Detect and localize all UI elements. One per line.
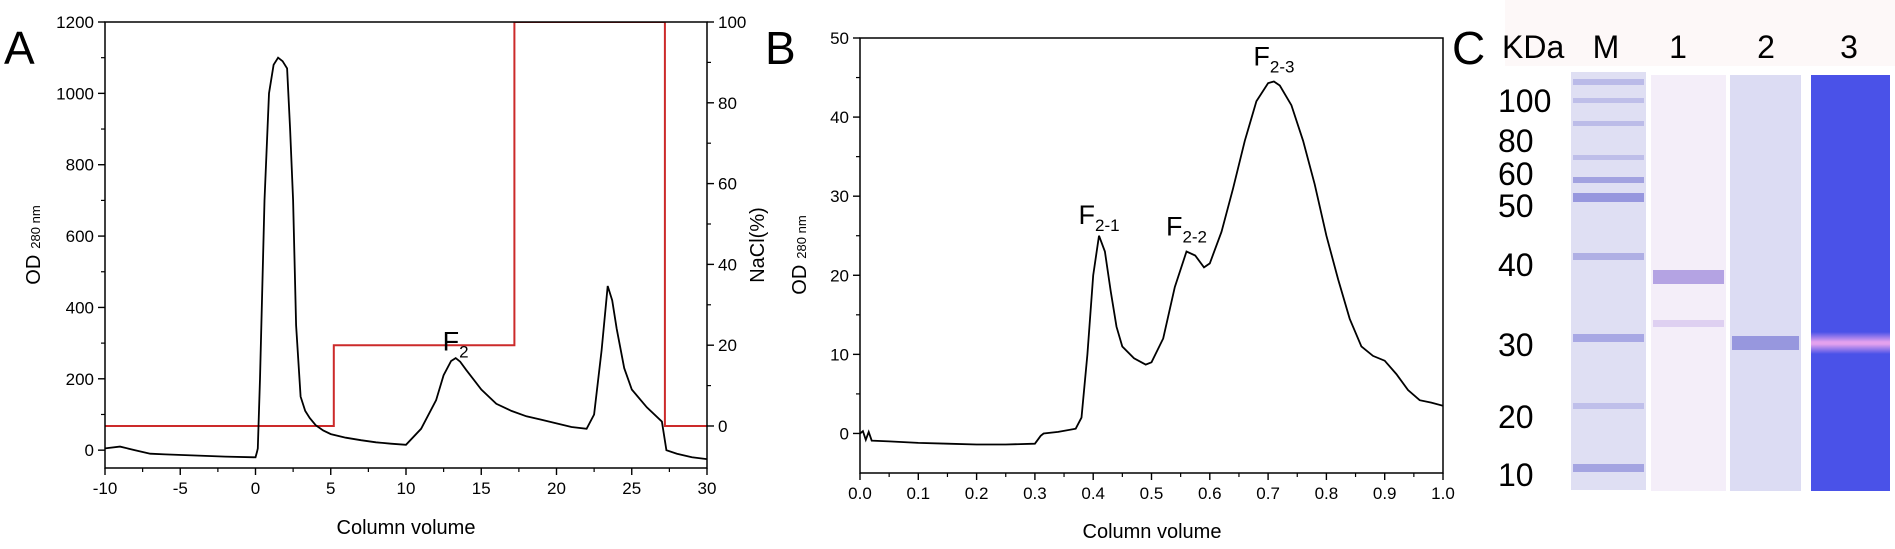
y-tick-label: 30 <box>830 187 849 206</box>
x-tick-label: 0.1 <box>906 484 930 503</box>
y-tick-label: 40 <box>830 108 849 127</box>
x-tick-label: 30 <box>698 479 717 498</box>
marker-label-60: 60 <box>1498 156 1534 192</box>
marker-label-50: 50 <box>1498 188 1534 224</box>
y-tick-label: 800 <box>66 156 94 175</box>
panel-b-x-ticks: 0.0 0.1 0.2 0.3 0.4 0.5 0.6 0.7 0.8 0.9 1.0 <box>848 473 1455 503</box>
y2-tick-label: 20 <box>718 336 737 355</box>
x-tick-label: 0.7 <box>1256 484 1280 503</box>
panel-b-x-axis-title: Column volume <box>1083 521 1222 543</box>
x-tick-label: 0.3 <box>1023 484 1047 503</box>
y-tick-label: 0 <box>85 441 94 460</box>
peak-label: F2-1 <box>1078 200 1119 235</box>
kda-unit-label: KDa <box>1502 29 1564 65</box>
marker-label-100: 100 <box>1498 83 1551 119</box>
x-tick-label: -10 <box>93 479 118 498</box>
lane-label-3: 3 <box>1840 29 1858 65</box>
x-tick-label: 5 <box>326 479 335 498</box>
marker-band-30 <box>1573 334 1644 342</box>
x-tick-label: 0.9 <box>1373 484 1397 503</box>
y2-tick-label: 40 <box>718 255 737 274</box>
y2-tick-label: 0 <box>718 417 727 436</box>
marker-band-40 <box>1573 253 1644 260</box>
x-tick-label: 15 <box>472 479 491 498</box>
y-tick-label: 400 <box>66 298 94 317</box>
y2-tick-label: 100 <box>718 13 746 32</box>
gel-lane-2 <box>1730 75 1801 491</box>
panel-a-x-axis-title: Column volume <box>337 517 476 539</box>
y-tick-label: 1200 <box>56 13 94 32</box>
lane-3-activity-band <box>1811 332 1890 354</box>
gel-lane-3 <box>1811 75 1890 491</box>
x-tick-label: 0.4 <box>1081 484 1105 503</box>
panel-a-y2-axis-title: NaCl(%) <box>747 207 769 283</box>
panel-b: B 0.0 0.1 0.2 0.3 0.4 0.5 0.6 0.7 0.8 0.9 1.0 0 10 2… <box>765 22 1455 543</box>
panel-b-annotations: F2-1 F2-2 F2-3 <box>1078 42 1294 247</box>
lane-1-band <box>1653 270 1724 284</box>
panel-b-y-ticks: 0 10 20 30 40 50 <box>830 29 860 443</box>
gel-lane-m <box>1571 72 1646 490</box>
lane-label-2: 2 <box>1757 29 1775 65</box>
y-tick-label: 20 <box>830 266 849 285</box>
gel-lane-1 <box>1651 75 1726 491</box>
x-tick-label: 1.0 <box>1431 484 1455 503</box>
lane-2-band <box>1732 336 1799 350</box>
marker-band-20 <box>1573 403 1644 409</box>
panel-a-plot-frame <box>104 21 708 469</box>
marker-label-80: 80 <box>1498 123 1534 159</box>
x-tick-label: 0.5 <box>1140 484 1164 503</box>
panel-c: C KDa M 1 2 3 100 80 60 50 40 30 20 10 <box>1452 0 1895 544</box>
marker-band <box>1573 177 1644 183</box>
y-tick-label: 600 <box>66 227 94 246</box>
panel-c-label: C <box>1452 22 1485 74</box>
lane-label-1: 1 <box>1669 29 1687 65</box>
x-tick-label: 0.0 <box>848 484 872 503</box>
marker-label-30: 30 <box>1498 327 1534 363</box>
panel-a-absorbance-line <box>105 56 707 460</box>
lane-label-m: M <box>1593 29 1620 65</box>
panel-a-label: A <box>4 22 35 74</box>
x-tick-label: 0.6 <box>1198 484 1222 503</box>
marker-label-10: 10 <box>1498 457 1534 493</box>
marker-band-10 <box>1573 464 1644 472</box>
y-tick-label: 10 <box>830 345 849 364</box>
marker-label-40: 40 <box>1498 247 1534 283</box>
peak-label: F2-2 <box>1166 212 1207 247</box>
panel-b-label: B <box>765 22 796 74</box>
lane-1-band-faint <box>1653 320 1724 327</box>
marker-label-20: 20 <box>1498 399 1534 435</box>
y2-tick-label: 80 <box>718 94 737 113</box>
panel-b-plot-frame <box>859 37 1444 474</box>
panel-a-y-ticks: 0 200 400 600 800 1000 1200 <box>56 13 105 460</box>
marker-band-50 <box>1573 193 1644 202</box>
y-tick-label: 1000 <box>56 84 94 103</box>
panel-a-y2-ticks: 0 20 40 60 80 100 <box>707 13 746 436</box>
x-tick-label: 0.2 <box>965 484 989 503</box>
x-tick-label: 0.8 <box>1315 484 1339 503</box>
x-tick-label: 25 <box>622 479 641 498</box>
marker-band-80 <box>1573 121 1644 126</box>
y2-tick-label: 60 <box>718 175 737 194</box>
x-tick-label: 20 <box>547 479 566 498</box>
panel-b-y-axis-title: OD280 nm <box>789 215 811 294</box>
marker-band-60 <box>1573 155 1644 160</box>
peak-label: F2-3 <box>1253 42 1294 77</box>
marker-band-100 <box>1573 79 1644 85</box>
x-tick-label: 0 <box>251 479 260 498</box>
panel-a-y-axis-title: OD280 nm <box>23 205 45 284</box>
y-tick-label: 0 <box>840 424 849 443</box>
panel-a-x-ticks: -10 -5 0 5 10 15 20 25 30 <box>93 468 717 498</box>
panel-a: A -10 -5 0 5 10 15 20 25 30 02004006008001000120… <box>4 13 769 539</box>
marker-band <box>1573 98 1644 103</box>
panel-a-nacl-gradient-line <box>105 22 707 427</box>
y-tick-label: 200 <box>66 370 94 389</box>
panel-a-annotations: F2 <box>443 326 469 361</box>
x-tick-label: -5 <box>173 479 188 498</box>
peak-label: F2 <box>443 326 469 361</box>
x-tick-label: 10 <box>397 479 416 498</box>
gel-top-strip <box>1505 0 1895 66</box>
panel-b-absorbance-line <box>860 80 1443 446</box>
y-tick-label: 50 <box>830 29 849 48</box>
